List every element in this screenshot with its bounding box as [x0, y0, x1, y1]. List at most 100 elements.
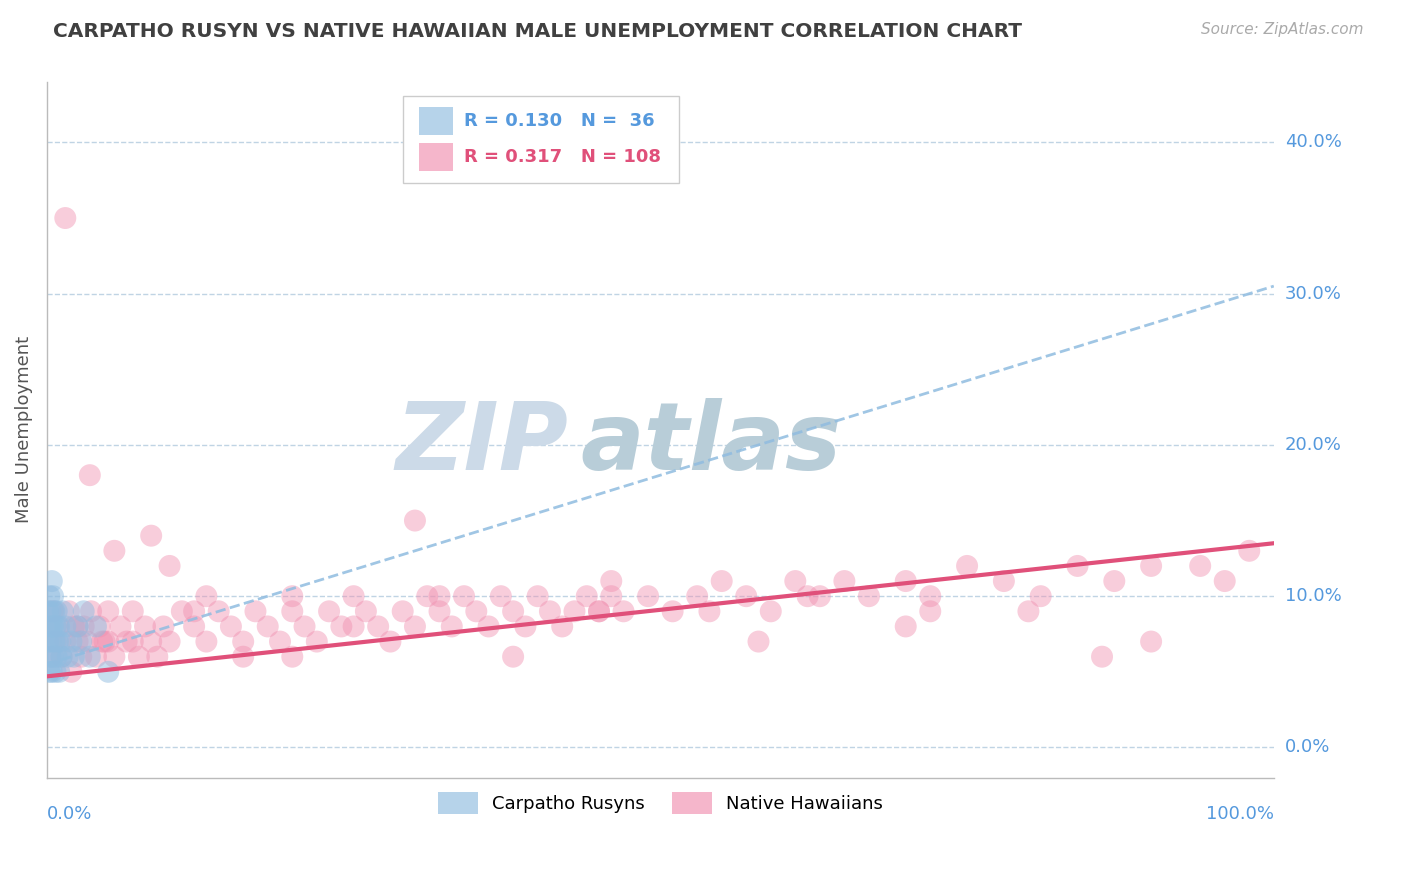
Point [103, 544, 125, 558]
Point [1104, 574, 1126, 588]
Point [134, 619, 156, 633]
Point [41, 574, 63, 588]
Point [785, 574, 807, 588]
Point [38, 665, 60, 679]
Point [52, 604, 75, 618]
Text: CARPATHO RUSYN VS NATIVE HAWAIIAN MALE UNEMPLOYMENT CORRELATION CHART: CARPATHO RUSYN VS NATIVE HAWAIIAN MALE U… [53, 22, 1022, 41]
Point [42, 649, 65, 664]
Point [70, 649, 93, 664]
Point [747, 634, 769, 648]
Point [63, 649, 86, 664]
Point [93, 634, 115, 648]
Point [38, 589, 60, 603]
Point [97, 665, 120, 679]
Point [73, 604, 96, 618]
Point [489, 589, 512, 603]
Point [380, 634, 402, 648]
Point [208, 604, 231, 618]
Point [710, 574, 733, 588]
Point [281, 604, 304, 618]
Point [46, 634, 69, 648]
Point [502, 604, 524, 618]
Text: Source: ZipAtlas.com: Source: ZipAtlas.com [1201, 22, 1364, 37]
Point [1029, 589, 1052, 603]
Point [79, 468, 101, 483]
Point [121, 634, 143, 648]
Bar [419, 144, 453, 171]
Point [588, 604, 610, 618]
Point [103, 649, 125, 664]
Point [128, 649, 150, 664]
Text: 100.0%: 100.0% [1206, 805, 1274, 823]
Point [45, 604, 67, 618]
Point [48, 665, 70, 679]
FancyBboxPatch shape [402, 95, 679, 183]
Point [37, 634, 59, 648]
Point [51, 649, 73, 664]
Point [637, 589, 659, 603]
Point [1239, 544, 1261, 558]
Point [920, 589, 942, 603]
Point [146, 649, 169, 664]
Point [526, 589, 548, 603]
Point [429, 589, 451, 603]
Point [575, 589, 598, 603]
Point [1213, 574, 1236, 588]
Point [49, 634, 72, 648]
Text: 10.0%: 10.0% [1285, 587, 1341, 605]
Legend: Carpatho Rusyns, Native Hawaiians: Carpatho Rusyns, Native Hawaiians [430, 784, 890, 821]
Point [39, 649, 62, 664]
Point [183, 604, 205, 618]
Point [796, 589, 818, 603]
Point [183, 619, 205, 633]
Point [70, 634, 93, 648]
Point [894, 619, 917, 633]
Text: 20.0%: 20.0% [1285, 436, 1341, 454]
Point [429, 604, 451, 618]
Point [538, 604, 561, 618]
Point [404, 619, 426, 633]
Y-axis label: Male Unemployment: Male Unemployment [15, 336, 32, 524]
Point [661, 604, 683, 618]
Point [588, 604, 610, 618]
Point [195, 589, 218, 603]
Point [858, 589, 880, 603]
Point [834, 574, 856, 588]
Point [121, 604, 143, 618]
Bar [419, 107, 453, 136]
Point [80, 604, 103, 618]
Point [51, 649, 73, 664]
Point [391, 604, 413, 618]
Point [416, 589, 439, 603]
Point [245, 604, 267, 618]
Point [1091, 649, 1114, 664]
Point [97, 604, 120, 618]
Point [195, 634, 218, 648]
Point [1017, 604, 1039, 618]
Point [343, 589, 366, 603]
Point [60, 665, 83, 679]
Point [84, 619, 107, 633]
Point [38, 619, 60, 633]
Point [956, 558, 979, 573]
Point [281, 589, 304, 603]
Point [1189, 558, 1212, 573]
Text: 0.0%: 0.0% [1285, 739, 1330, 756]
Point [46, 619, 69, 633]
Point [232, 649, 254, 664]
Point [42, 604, 65, 618]
Point [39, 604, 62, 618]
Point [48, 619, 70, 633]
Point [44, 604, 66, 618]
Point [808, 589, 831, 603]
Point [41, 665, 63, 679]
Point [79, 649, 101, 664]
Point [44, 634, 66, 648]
Point [44, 634, 66, 648]
Point [343, 619, 366, 633]
Point [91, 634, 114, 648]
Point [453, 589, 475, 603]
Point [502, 649, 524, 664]
Point [170, 604, 193, 618]
Point [477, 619, 499, 633]
